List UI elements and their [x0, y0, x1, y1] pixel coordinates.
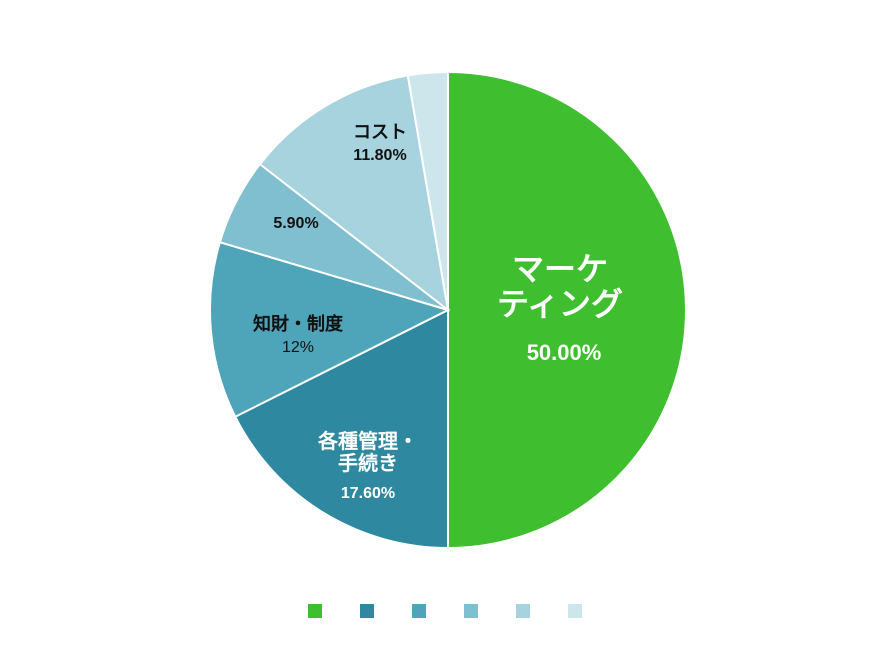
legend-swatch — [360, 604, 374, 618]
slice-label: マーケティング — [497, 251, 623, 322]
legend-swatch — [568, 604, 582, 618]
legend-item — [412, 604, 432, 618]
slice-percent: 17.60% — [341, 485, 395, 502]
legend — [0, 604, 896, 618]
legend-item — [568, 604, 588, 618]
pie-chart: マーケティング50.00%各種管理・手続き17.60%知財・制度12%5.90%… — [0, 0, 896, 652]
legend-swatch — [516, 604, 530, 618]
legend-item — [464, 604, 484, 618]
slice-percent: 50.00% — [527, 340, 602, 365]
slice-percent: 11.80% — [353, 147, 406, 164]
slice-percent: 12% — [282, 339, 314, 356]
slice-label: コスト — [353, 122, 407, 142]
chart-stage: マーケティング50.00%各種管理・手続き17.60%知財・制度12%5.90%… — [0, 0, 896, 652]
legend-item — [308, 604, 328, 618]
legend-swatch — [464, 604, 478, 618]
legend-swatch — [412, 604, 426, 618]
legend-swatch — [308, 604, 322, 618]
slice-label: 知財・制度 — [253, 313, 344, 334]
legend-item — [360, 604, 380, 618]
legend-item — [516, 604, 536, 618]
slice-percent: 5.90% — [273, 215, 318, 232]
